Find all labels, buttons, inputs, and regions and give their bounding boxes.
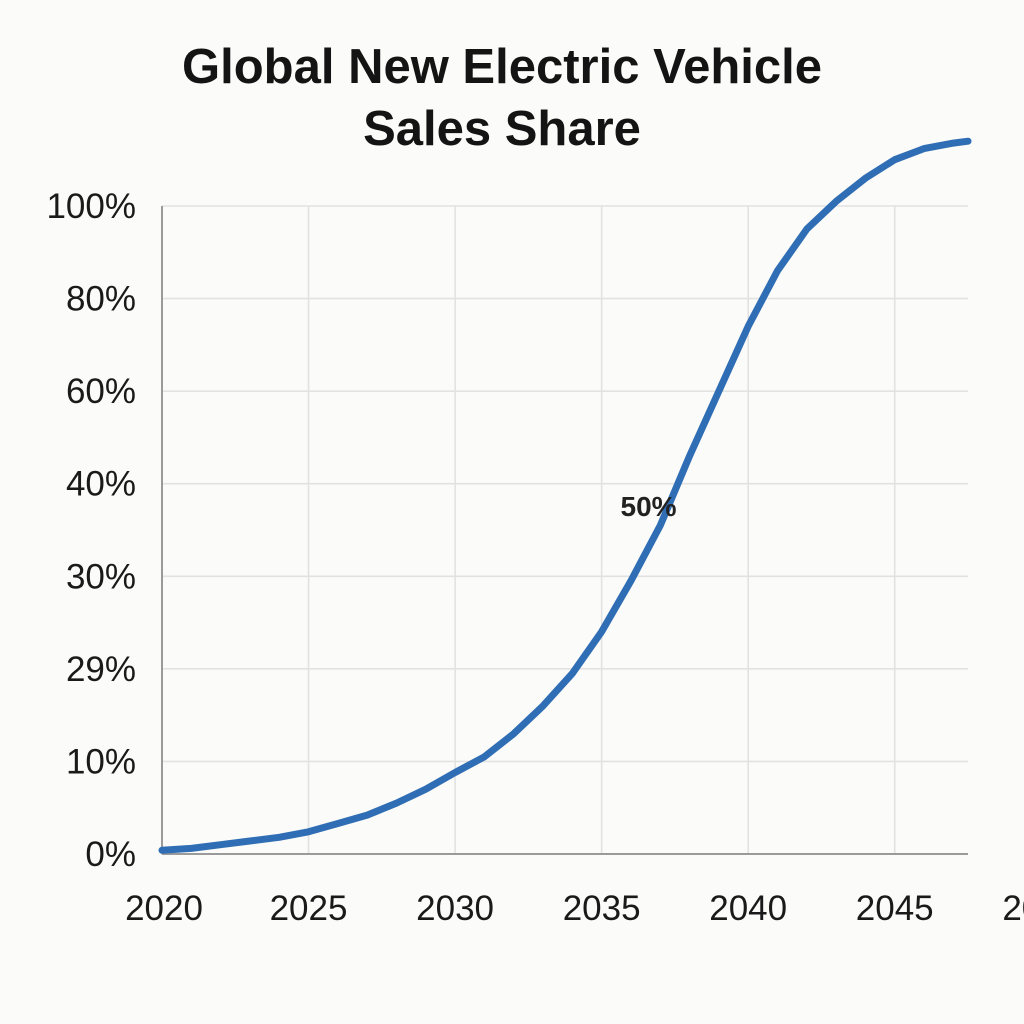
x-tick-label: 2040	[709, 889, 787, 928]
chart-title-line-2: Sales Share	[363, 102, 641, 156]
y-tick-label: 60%	[66, 372, 136, 411]
x-tick-label: 2035	[563, 889, 641, 928]
x-tick-label: 2025	[270, 889, 348, 928]
chart-title: Global New Electric Vehicle Sales Share	[0, 36, 1004, 160]
x-tick-label: 2045	[1002, 889, 1024, 928]
chart-title-line-1: Global New Electric Vehicle	[182, 40, 822, 94]
y-tick-label: 30%	[66, 557, 136, 596]
y-tick-label: 80%	[66, 280, 136, 319]
y-tick-label: 10%	[66, 742, 136, 781]
x-tick-label: 2020	[125, 889, 203, 928]
x-tick-label: 2030	[416, 889, 494, 928]
x-tick-label: 2045	[856, 889, 934, 928]
annotation-label: 50%	[621, 491, 677, 522]
series-line	[158, 137, 972, 854]
y-tick-label: 100%	[46, 187, 136, 226]
y-tick-label: 29%	[66, 650, 136, 689]
y-tick-label: 40%	[66, 465, 136, 504]
y-tick-label: 0%	[85, 835, 136, 874]
